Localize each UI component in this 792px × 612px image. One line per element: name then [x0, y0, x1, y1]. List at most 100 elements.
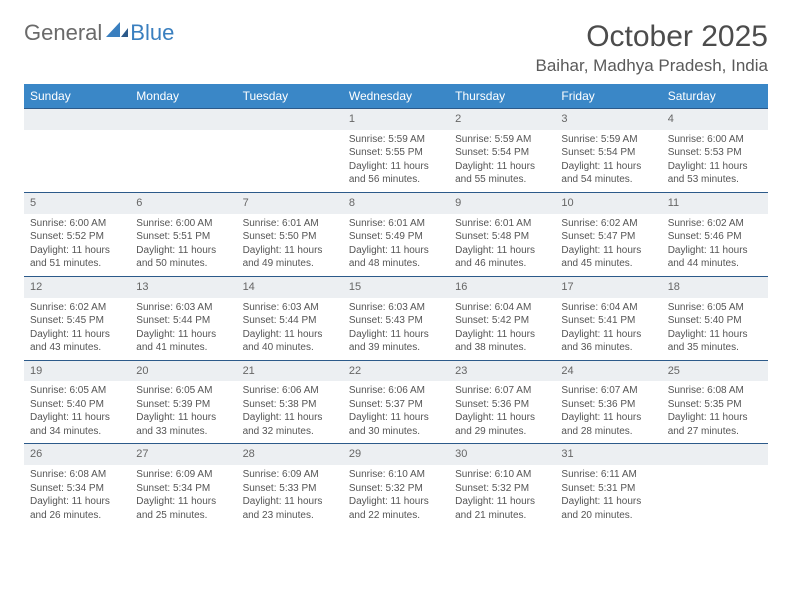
sunset-text: Sunset: 5:47 PM: [561, 230, 655, 244]
day-number: .: [24, 109, 130, 130]
daylight-text: Daylight: 11 hours and 56 minutes.: [349, 160, 443, 187]
daylight-text: Daylight: 11 hours and 51 minutes.: [30, 244, 124, 271]
calendar: Sunday Monday Tuesday Wednesday Thursday…: [0, 84, 792, 539]
weekday-header: Sunday: [24, 84, 130, 108]
sunrise-text: Sunrise: 6:02 AM: [668, 217, 762, 231]
day-number: 25: [662, 361, 768, 382]
day-cell: 2Sunrise: 5:59 AMSunset: 5:54 PMDaylight…: [449, 109, 555, 192]
day-number: 22: [343, 361, 449, 382]
daylight-text: Daylight: 11 hours and 27 minutes.: [668, 411, 762, 438]
day-body: Sunrise: 6:02 AMSunset: 5:47 PMDaylight:…: [555, 214, 661, 276]
day-number: 15: [343, 277, 449, 298]
day-cell: 27Sunrise: 6:09 AMSunset: 5:34 PMDayligh…: [130, 444, 236, 527]
day-body: Sunrise: 6:05 AMSunset: 5:39 PMDaylight:…: [130, 381, 236, 443]
sunset-text: Sunset: 5:37 PM: [349, 398, 443, 412]
day-cell: 20Sunrise: 6:05 AMSunset: 5:39 PMDayligh…: [130, 361, 236, 444]
logo-sail-icon: [106, 22, 128, 45]
day-body: Sunrise: 6:11 AMSunset: 5:31 PMDaylight:…: [555, 465, 661, 527]
day-body: Sunrise: 6:10 AMSunset: 5:32 PMDaylight:…: [343, 465, 449, 527]
sunset-text: Sunset: 5:45 PM: [30, 314, 124, 328]
week-row: 12Sunrise: 6:02 AMSunset: 5:45 PMDayligh…: [24, 276, 768, 360]
daylight-text: Daylight: 11 hours and 54 minutes.: [561, 160, 655, 187]
day-cell: 22Sunrise: 6:06 AMSunset: 5:37 PMDayligh…: [343, 361, 449, 444]
day-cell: .: [130, 109, 236, 192]
daylight-text: Daylight: 11 hours and 36 minutes.: [561, 328, 655, 355]
day-cell: 1Sunrise: 5:59 AMSunset: 5:55 PMDaylight…: [343, 109, 449, 192]
sunset-text: Sunset: 5:36 PM: [455, 398, 549, 412]
day-number: 9: [449, 193, 555, 214]
week-row: 26Sunrise: 6:08 AMSunset: 5:34 PMDayligh…: [24, 443, 768, 527]
sunrise-text: Sunrise: 6:05 AM: [136, 384, 230, 398]
day-number: 29: [343, 444, 449, 465]
day-number: .: [130, 109, 236, 130]
day-body: Sunrise: 6:02 AMSunset: 5:46 PMDaylight:…: [662, 214, 768, 276]
day-body: Sunrise: 6:00 AMSunset: 5:51 PMDaylight:…: [130, 214, 236, 276]
day-body: Sunrise: 6:04 AMSunset: 5:41 PMDaylight:…: [555, 298, 661, 360]
sunset-text: Sunset: 5:48 PM: [455, 230, 549, 244]
week-row: 19Sunrise: 6:05 AMSunset: 5:40 PMDayligh…: [24, 360, 768, 444]
week-row: ...1Sunrise: 5:59 AMSunset: 5:55 PMDayli…: [24, 108, 768, 192]
sunrise-text: Sunrise: 6:02 AM: [30, 301, 124, 315]
day-cell: 29Sunrise: 6:10 AMSunset: 5:32 PMDayligh…: [343, 444, 449, 527]
day-body: Sunrise: 6:05 AMSunset: 5:40 PMDaylight:…: [24, 381, 130, 443]
day-cell: 5Sunrise: 6:00 AMSunset: 5:52 PMDaylight…: [24, 193, 130, 276]
day-number: 17: [555, 277, 661, 298]
day-body: Sunrise: 6:07 AMSunset: 5:36 PMDaylight:…: [555, 381, 661, 443]
sunrise-text: Sunrise: 6:04 AM: [561, 301, 655, 315]
sunset-text: Sunset: 5:54 PM: [561, 146, 655, 160]
day-number: 18: [662, 277, 768, 298]
logo: General Blue: [24, 20, 174, 46]
sunset-text: Sunset: 5:44 PM: [243, 314, 337, 328]
sunset-text: Sunset: 5:54 PM: [455, 146, 549, 160]
day-cell: 13Sunrise: 6:03 AMSunset: 5:44 PMDayligh…: [130, 277, 236, 360]
sunset-text: Sunset: 5:42 PM: [455, 314, 549, 328]
day-cell: 7Sunrise: 6:01 AMSunset: 5:50 PMDaylight…: [237, 193, 343, 276]
day-body: Sunrise: 6:08 AMSunset: 5:35 PMDaylight:…: [662, 381, 768, 443]
day-body: Sunrise: 6:09 AMSunset: 5:33 PMDaylight:…: [237, 465, 343, 527]
sunset-text: Sunset: 5:53 PM: [668, 146, 762, 160]
sunset-text: Sunset: 5:52 PM: [30, 230, 124, 244]
day-body: Sunrise: 5:59 AMSunset: 5:54 PMDaylight:…: [449, 130, 555, 192]
day-body: Sunrise: 6:01 AMSunset: 5:48 PMDaylight:…: [449, 214, 555, 276]
day-number: 1: [343, 109, 449, 130]
sunrise-text: Sunrise: 6:09 AM: [243, 468, 337, 482]
daylight-text: Daylight: 11 hours and 49 minutes.: [243, 244, 337, 271]
weekday-header: Monday: [130, 84, 236, 108]
sunrise-text: Sunrise: 6:06 AM: [349, 384, 443, 398]
day-body: Sunrise: 6:01 AMSunset: 5:50 PMDaylight:…: [237, 214, 343, 276]
weekday-header: Saturday: [662, 84, 768, 108]
daylight-text: Daylight: 11 hours and 55 minutes.: [455, 160, 549, 187]
sunrise-text: Sunrise: 5:59 AM: [561, 133, 655, 147]
day-number: 31: [555, 444, 661, 465]
daylight-text: Daylight: 11 hours and 45 minutes.: [561, 244, 655, 271]
sunrise-text: Sunrise: 5:59 AM: [349, 133, 443, 147]
day-cell: 19Sunrise: 6:05 AMSunset: 5:40 PMDayligh…: [24, 361, 130, 444]
day-number: 16: [449, 277, 555, 298]
sunrise-text: Sunrise: 6:06 AM: [243, 384, 337, 398]
day-body: Sunrise: 6:05 AMSunset: 5:40 PMDaylight:…: [662, 298, 768, 360]
daylight-text: Daylight: 11 hours and 46 minutes.: [455, 244, 549, 271]
sunrise-text: Sunrise: 6:10 AM: [349, 468, 443, 482]
daylight-text: Daylight: 11 hours and 44 minutes.: [668, 244, 762, 271]
day-body: Sunrise: 6:02 AMSunset: 5:45 PMDaylight:…: [24, 298, 130, 360]
day-cell: 3Sunrise: 5:59 AMSunset: 5:54 PMDaylight…: [555, 109, 661, 192]
day-number: 5: [24, 193, 130, 214]
day-number: 23: [449, 361, 555, 382]
sunrise-text: Sunrise: 6:09 AM: [136, 468, 230, 482]
sunset-text: Sunset: 5:44 PM: [136, 314, 230, 328]
day-number: 12: [24, 277, 130, 298]
day-number: 20: [130, 361, 236, 382]
day-cell: 6Sunrise: 6:00 AMSunset: 5:51 PMDaylight…: [130, 193, 236, 276]
day-body: [24, 130, 130, 138]
sunrise-text: Sunrise: 6:01 AM: [349, 217, 443, 231]
day-body: Sunrise: 6:04 AMSunset: 5:42 PMDaylight:…: [449, 298, 555, 360]
sunrise-text: Sunrise: 6:08 AM: [30, 468, 124, 482]
day-cell: 30Sunrise: 6:10 AMSunset: 5:32 PMDayligh…: [449, 444, 555, 527]
day-body: Sunrise: 5:59 AMSunset: 5:54 PMDaylight:…: [555, 130, 661, 192]
day-number: 11: [662, 193, 768, 214]
header: General Blue October 2025 Baihar, Madhya…: [0, 0, 792, 84]
day-cell: .: [237, 109, 343, 192]
location: Baihar, Madhya Pradesh, India: [536, 56, 768, 76]
daylight-text: Daylight: 11 hours and 35 minutes.: [668, 328, 762, 355]
day-cell: 11Sunrise: 6:02 AMSunset: 5:46 PMDayligh…: [662, 193, 768, 276]
